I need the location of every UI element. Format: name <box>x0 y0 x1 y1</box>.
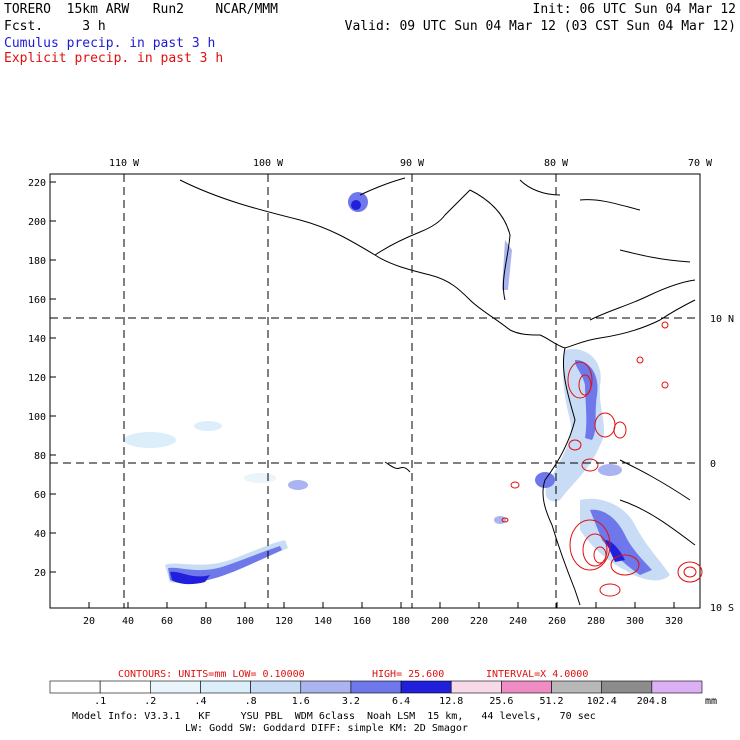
y-tick-label: 80 <box>34 451 46 462</box>
colorbar-level-label: 1.6 <box>292 696 310 707</box>
y-tick-label: 180 <box>28 256 46 267</box>
colorbar-swatch <box>350 680 402 694</box>
colorbar-level-label: 204.8 <box>637 696 667 707</box>
colorbar-swatch <box>99 680 151 694</box>
colorbar-swatch <box>250 680 302 694</box>
valid-time: Valid: 09 UTC Sun 04 Mar 12 (03 CST Sun … <box>344 19 736 34</box>
x-tick-label: 280 <box>587 616 605 627</box>
colorbar-swatch <box>200 680 251 694</box>
colorbar-level-label: 51.2 <box>539 696 563 707</box>
colorbar-swatch <box>651 680 703 694</box>
x-tick-label: 100 <box>236 616 254 627</box>
left-axis-ticks <box>50 181 56 573</box>
x-tick-label: 20 <box>83 616 95 627</box>
x-tick-label: 320 <box>665 616 683 627</box>
colorbar-level-label: .4 <box>194 696 206 707</box>
colorbar-level-label: 12.8 <box>439 696 463 707</box>
contour-interval: INTERVAL=X 4.0000 <box>486 669 588 680</box>
colorbar <box>49 680 703 694</box>
x-tick-label: 260 <box>548 616 566 627</box>
x-tick-label: 120 <box>275 616 293 627</box>
colorbar-swatch <box>501 680 552 694</box>
colorbar-swatch <box>400 680 452 694</box>
lat-label: 0 <box>710 459 716 470</box>
y-tick-label: 200 <box>28 217 46 228</box>
colorbar-unit: mm <box>705 696 717 707</box>
colorbar-level-label: 102.4 <box>587 696 617 707</box>
y-tick-label: 20 <box>34 568 46 579</box>
colorbar-level-label: 3.2 <box>342 696 360 707</box>
bottom-axis-ticks <box>88 602 675 608</box>
explicit-precip-contours <box>501 321 703 597</box>
colorbar-level-label: .2 <box>144 696 156 707</box>
y-tick-label: 120 <box>28 373 46 384</box>
coastlines <box>179 177 696 606</box>
lon-label: 70 W <box>688 158 713 169</box>
y-tick-label: 220 <box>28 178 46 189</box>
y-tick-label: 140 <box>28 334 46 345</box>
init-time: Init: 06 UTC Sun 04 Mar 12 <box>532 2 737 17</box>
x-tick-label: 200 <box>431 616 449 627</box>
lat-label: 10 N <box>710 314 734 325</box>
colorbar-swatch <box>300 680 352 694</box>
lon-label: 100 W <box>253 158 284 169</box>
x-tick-label: 240 <box>509 616 527 627</box>
lat-label: 10 S <box>710 603 734 614</box>
legend-explicit: Explicit precip. in past 3 h <box>4 51 224 66</box>
x-tick-label: 80 <box>200 616 212 627</box>
y-tick-label: 160 <box>28 295 46 306</box>
colorbar-swatch <box>450 680 502 694</box>
colorbar-swatch <box>601 680 653 694</box>
colorbar-level-label: 25.6 <box>489 696 513 707</box>
colorbar-swatch <box>551 680 602 694</box>
y-tick-label: 60 <box>34 490 46 501</box>
y-tick-label: 40 <box>34 529 46 540</box>
colorbar-level-label: .8 <box>245 696 257 707</box>
contour-units-low: CONTOURS: UNITS=mm LOW= 0.10000 <box>118 669 305 680</box>
x-tick-label: 180 <box>392 616 410 627</box>
x-tick-label: 60 <box>161 616 173 627</box>
x-tick-label: 300 <box>626 616 644 627</box>
x-tick-label: 40 <box>122 616 134 627</box>
forecast-hour: Fcst. 3 h <box>4 19 106 34</box>
contour-high: HIGH= 25.600 <box>372 669 444 680</box>
graticule <box>50 174 700 608</box>
lon-label: 90 W <box>400 158 425 169</box>
colorbar-swatch <box>49 680 101 694</box>
legend-cumulus: Cumulus precip. in past 3 h <box>4 36 216 51</box>
run-title: TORERO 15km ARW Run2 NCAR/MMM <box>4 2 278 17</box>
lon-label: 110 W <box>109 158 140 169</box>
model-info: Model Info: V3.3.1 KF YSU PBL WDM 6class… <box>72 711 596 722</box>
colorbar-swatch <box>150 680 201 694</box>
colorbar-level-label: .1 <box>94 696 106 707</box>
colorbar-level-label: 6.4 <box>392 696 410 707</box>
x-tick-label: 160 <box>353 616 371 627</box>
x-tick-label: 220 <box>470 616 488 627</box>
lon-label: 80 W <box>544 158 569 169</box>
y-tick-label: 100 <box>28 412 46 423</box>
x-tick-label: 140 <box>314 616 332 627</box>
physics-info: LW: Godd SW: Goddard DIFF: simple KM: 2D… <box>185 723 468 734</box>
